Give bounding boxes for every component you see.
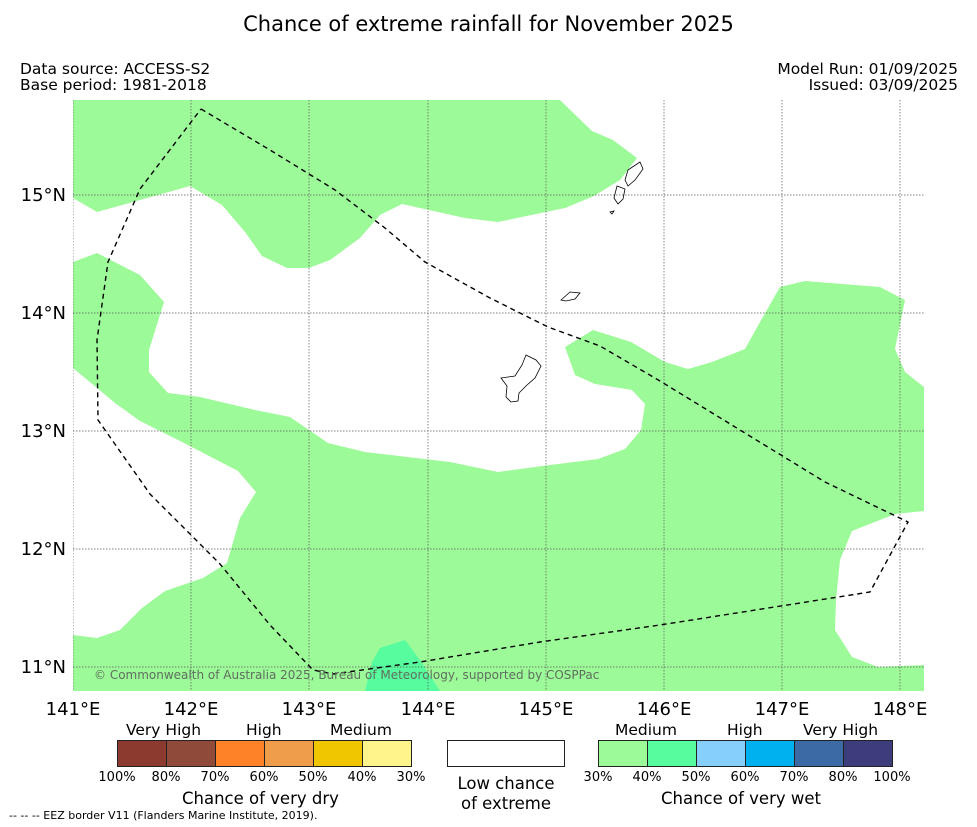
lon-label-146: 146°E [637, 699, 692, 720]
wet-swatch-0 [598, 740, 648, 767]
lat-label-11: 11°N [21, 657, 66, 678]
lon-label-145: 145°E [519, 699, 574, 720]
dry-legend-title: Chance of very dry [182, 789, 339, 808]
rota-island [560, 291, 581, 302]
base-period-label: Base period: 1981-2018 [20, 76, 207, 94]
wet-tick-3: 60% [730, 770, 760, 785]
wet-category-very-high: Very High [803, 721, 879, 739]
tinian-island [613, 185, 626, 205]
wet-tick-5: 80% [828, 770, 858, 785]
high-wet-region [365, 640, 440, 691]
dry-tick-5: 40% [347, 770, 377, 785]
wet-category-medium: Medium [615, 721, 677, 739]
guam-island [500, 354, 542, 403]
low-chance-label-line2: of extreme [460, 794, 552, 813]
dry-swatch-2 [215, 740, 265, 767]
lon-label-144: 144°E [401, 699, 456, 720]
lon-label-143: 143°E [282, 699, 337, 720]
dry-tick-2: 70% [200, 770, 230, 785]
data-source-label: Data source: ACCESS-S2 [20, 60, 211, 78]
dry-category-medium: Medium [330, 721, 392, 739]
eez-footnote: -- -- -- EEZ border V11 (Flanders Marine… [9, 809, 318, 822]
low-chance-label-line1: Low chance [457, 774, 555, 793]
dry-category-high: High [246, 721, 282, 739]
wet-category-high: High [727, 721, 763, 739]
wet-swatch-4 [794, 740, 844, 767]
dry-swatch-4 [313, 740, 363, 767]
islands [500, 161, 644, 403]
wet-swatch-5 [843, 740, 893, 767]
lon-label-147: 147°E [755, 699, 810, 720]
lat-label-13: 13°N [21, 421, 66, 442]
issued-label: Issued: 03/09/2025 [808, 76, 958, 94]
dry-tick-1: 80% [151, 770, 181, 785]
wet-swatch-3 [745, 740, 795, 767]
dry-swatch-0 [117, 740, 167, 767]
lon-label-142: 142°E [164, 699, 219, 720]
wet-tick-6: 100% [873, 770, 911, 785]
wet-legend-title: Chance of very wet [661, 789, 821, 808]
saipan-island [624, 161, 644, 187]
lat-label-12: 12°N [21, 539, 66, 560]
lon-label-148: 148°E [873, 699, 928, 720]
dry-tick-3: 60% [249, 770, 279, 785]
map-gridlines [73, 100, 924, 691]
dry-tick-0: 100% [98, 770, 136, 785]
dry-swatch-3 [264, 740, 314, 767]
copyright-notice: © Commonwealth of Australia 2025, Bureau… [94, 668, 600, 682]
wet-swatch-1 [647, 740, 697, 767]
dry-category-very-high: Very High [126, 721, 202, 739]
dry-swatch-5 [362, 740, 412, 767]
dry-swatch-1 [166, 740, 216, 767]
lon-label-141: 141°E [46, 699, 101, 720]
dry-tick-4: 50% [298, 770, 328, 785]
lat-label-14: 14°N [21, 303, 66, 324]
page-title: Chance of extreme rainfall for November … [243, 12, 734, 36]
wet-tick-0: 30% [583, 770, 613, 785]
medium-wet-region-north [73, 100, 637, 268]
wet-swatch-2 [696, 740, 746, 767]
model-run-label: Model Run: 01/09/2025 [777, 60, 958, 78]
wet-tick-1: 40% [632, 770, 662, 785]
wet-tick-2: 50% [681, 770, 711, 785]
wet-tick-4: 70% [779, 770, 809, 785]
lat-label-15: 15°N [21, 185, 66, 206]
medium-wet-region [73, 253, 924, 691]
aguijan-island [609, 210, 615, 215]
dry-tick-6: 30% [396, 770, 426, 785]
low-chance-swatch [447, 740, 565, 767]
